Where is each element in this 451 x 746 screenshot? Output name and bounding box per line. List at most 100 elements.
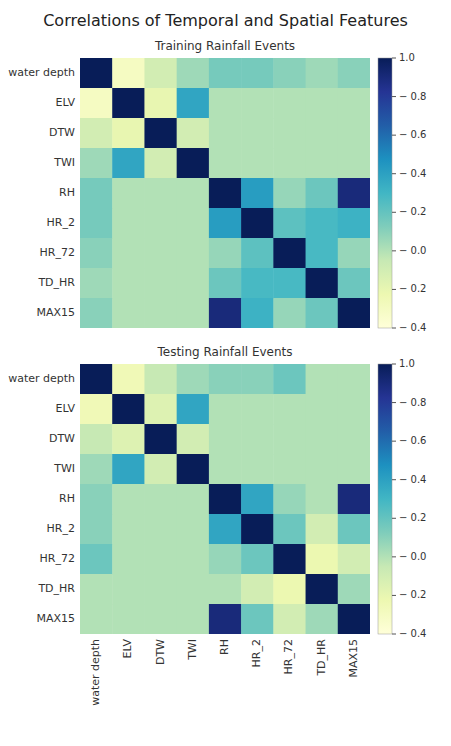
colorbar — [378, 364, 392, 634]
cell — [144, 574, 177, 605]
cell — [80, 604, 113, 634]
subtitle: Training Rainfall Events — [154, 39, 295, 53]
cell — [273, 454, 306, 485]
colorbar-tick — [392, 441, 396, 442]
cell — [338, 424, 370, 455]
y-tick-label: HR_2 — [47, 522, 75, 535]
x-tick-label: ELV — [121, 639, 134, 659]
cell — [273, 514, 306, 545]
cell — [144, 454, 177, 485]
cell — [306, 454, 339, 485]
cell — [338, 238, 370, 269]
cell — [80, 544, 113, 575]
cell — [80, 364, 113, 395]
cell — [241, 118, 274, 149]
cell — [273, 298, 306, 328]
y-tick-label: water depth — [8, 372, 75, 385]
colorbar — [378, 58, 392, 328]
cell — [177, 394, 210, 425]
cell — [112, 88, 145, 119]
cell — [80, 238, 113, 269]
cell — [112, 604, 145, 634]
cell — [209, 574, 242, 605]
cell — [209, 364, 242, 395]
cell — [241, 178, 274, 209]
cell — [241, 268, 274, 299]
cell — [209, 268, 242, 299]
y-tick-label: TD_HR — [37, 582, 75, 595]
cell — [273, 268, 306, 299]
cell — [144, 394, 177, 425]
cell — [177, 454, 210, 485]
cell — [177, 88, 210, 119]
heatmap: Training Rainfall Eventswater depthELVDT… — [8, 39, 426, 333]
colorbar-tick-label: − 0.4 — [399, 474, 426, 485]
colorbar-tick-label: − 0.4 — [399, 168, 426, 179]
cell — [144, 208, 177, 239]
y-tick-label: TWI — [53, 156, 75, 169]
cell — [80, 208, 113, 239]
cell — [80, 454, 113, 485]
cell — [338, 148, 370, 179]
cell — [338, 544, 370, 575]
title: Correlations of Temporal and Spatial Fea… — [43, 11, 408, 30]
cell — [306, 118, 339, 149]
colorbar-tick — [392, 135, 396, 136]
colorbar-tick-label: − 0.8 — [399, 91, 426, 102]
cell — [273, 424, 306, 455]
cells — [80, 58, 370, 328]
cell — [241, 514, 274, 545]
cell — [241, 298, 274, 328]
cell — [80, 394, 113, 425]
cell — [112, 178, 145, 209]
cell — [338, 118, 370, 149]
cell — [273, 364, 306, 395]
cell — [209, 394, 242, 425]
cell — [112, 238, 145, 269]
cell — [209, 424, 242, 455]
cell — [273, 604, 306, 634]
colorbar-tick — [392, 289, 396, 290]
cell — [112, 298, 145, 328]
cell — [241, 208, 274, 239]
cell — [338, 454, 370, 485]
cell — [306, 424, 339, 455]
cell — [338, 178, 370, 209]
colorbar-tick-label: − 0.2 — [399, 206, 426, 217]
cell — [112, 118, 145, 149]
cell — [306, 148, 339, 179]
y-tick-label: TD_HR — [37, 276, 75, 289]
cell — [306, 88, 339, 119]
cell — [80, 574, 113, 605]
x-tick-label: HR_72 — [282, 639, 295, 674]
cell — [177, 58, 210, 89]
y-tick-label: DTW — [49, 432, 75, 445]
cell — [241, 364, 274, 395]
cell — [209, 208, 242, 239]
cell — [80, 514, 113, 545]
colorbar-tick — [392, 173, 396, 174]
y-tick-label: ELV — [56, 96, 76, 109]
cell — [209, 148, 242, 179]
y-tick-label: RH — [59, 186, 75, 199]
cell — [112, 574, 145, 605]
cell — [144, 238, 177, 269]
cell — [241, 58, 274, 89]
cell — [306, 574, 339, 605]
cell — [338, 58, 370, 89]
colorbar-tick — [392, 212, 396, 213]
y-tick-label: DTW — [49, 126, 75, 139]
cell — [209, 298, 242, 328]
colorbar-tick-label: − 0.6 — [399, 129, 426, 140]
cell — [112, 364, 145, 395]
cell — [112, 58, 145, 89]
cell — [273, 178, 306, 209]
cell — [209, 484, 242, 515]
cell — [241, 394, 274, 425]
cell — [177, 604, 210, 634]
cell — [209, 604, 242, 634]
colorbar-tick — [392, 58, 396, 59]
cell — [144, 514, 177, 545]
colorbar-tick — [392, 250, 396, 251]
cell — [273, 58, 306, 89]
